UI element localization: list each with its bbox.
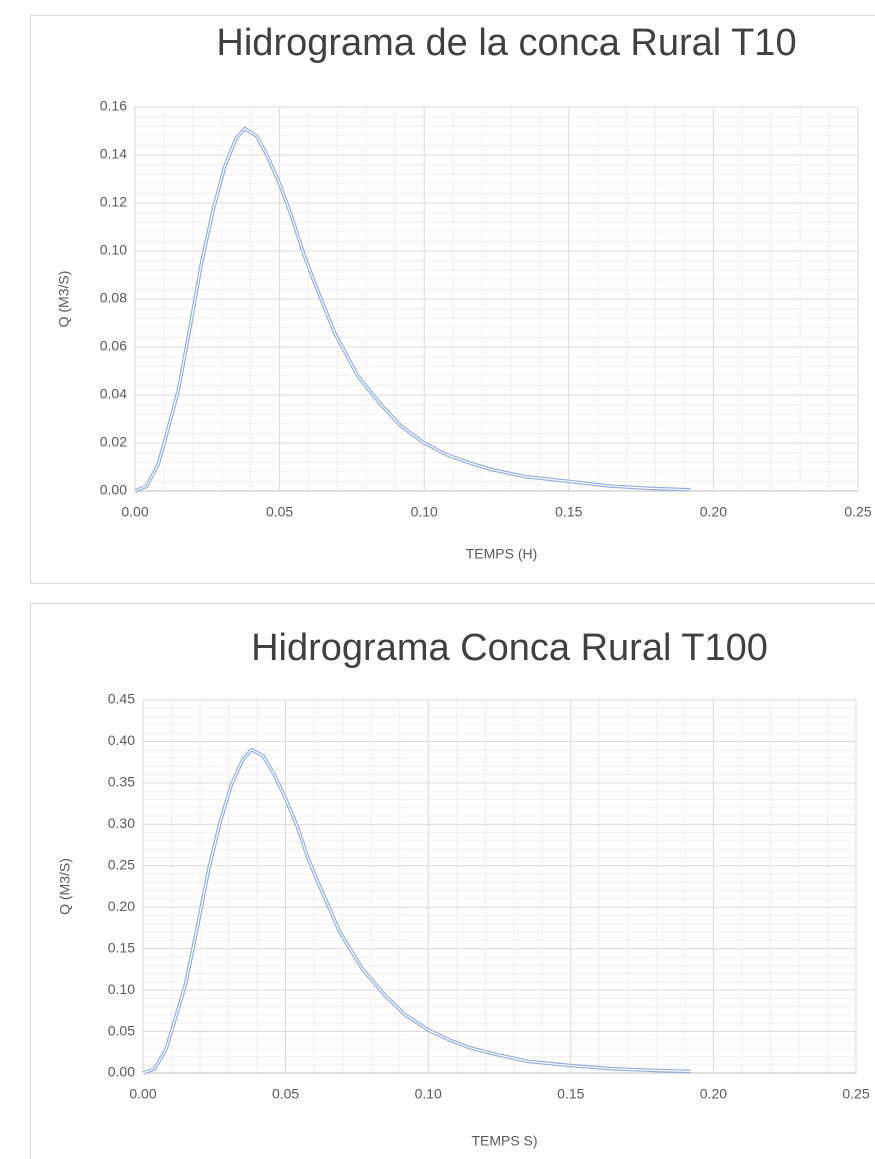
y-tick-label: 0.35 <box>108 774 135 790</box>
x-tick-label: 0.15 <box>555 504 582 520</box>
y-axis-label: Q (M3/S) <box>57 858 73 915</box>
x-tick-label: 0.20 <box>700 1086 727 1102</box>
y-tick-label: 0.10 <box>100 242 127 258</box>
series-line-inner <box>134 128 691 492</box>
y-tick-label: 0.10 <box>108 981 135 997</box>
chart-title: Hidrograma de la conca Rural T10 <box>216 22 796 64</box>
y-tick-label: 0.05 <box>108 1022 135 1038</box>
x-axis-label: TEMPS (H) <box>466 546 538 562</box>
x-tick-label: 0.00 <box>129 1086 156 1102</box>
y-tick-label: 0.00 <box>108 1064 135 1080</box>
y-tick-label: 0.15 <box>108 939 135 955</box>
x-tick-label: 0.20 <box>700 504 727 520</box>
chart-frame <box>30 603 875 1159</box>
y-tick-label: 0.02 <box>100 434 127 450</box>
y-tick-label: 0.12 <box>100 194 127 210</box>
x-axis-label: TEMPS S) <box>471 1133 537 1149</box>
y-tick-label: 0.00 <box>100 482 127 498</box>
x-tick-label: 0.00 <box>121 504 148 520</box>
chart-title: Hidrograma Conca Rural T100 <box>251 627 768 669</box>
x-tick-label: 0.10 <box>411 504 438 520</box>
x-tick-label: 0.05 <box>266 504 293 520</box>
y-tick-label: 0.16 <box>100 98 127 114</box>
y-tick-label: 0.04 <box>100 386 127 402</box>
y-tick-label: 0.20 <box>108 898 135 914</box>
y-tick-label: 0.14 <box>100 146 127 162</box>
series-line-inner <box>142 749 691 1074</box>
y-tick-label: 0.08 <box>100 290 127 306</box>
y-tick-label: 0.40 <box>108 732 135 748</box>
y-tick-label: 0.06 <box>100 338 127 354</box>
x-tick-label: 0.25 <box>842 1086 869 1102</box>
x-tick-label: 0.10 <box>415 1086 442 1102</box>
x-tick-label: 0.25 <box>844 504 871 520</box>
x-tick-label: 0.15 <box>557 1086 584 1102</box>
x-tick-label: 0.05 <box>272 1086 299 1102</box>
y-tick-label: 0.45 <box>108 691 135 707</box>
y-axis-label: Q (M3/S) <box>56 271 72 328</box>
y-tick-label: 0.30 <box>108 815 135 831</box>
y-tick-label: 0.25 <box>108 856 135 872</box>
